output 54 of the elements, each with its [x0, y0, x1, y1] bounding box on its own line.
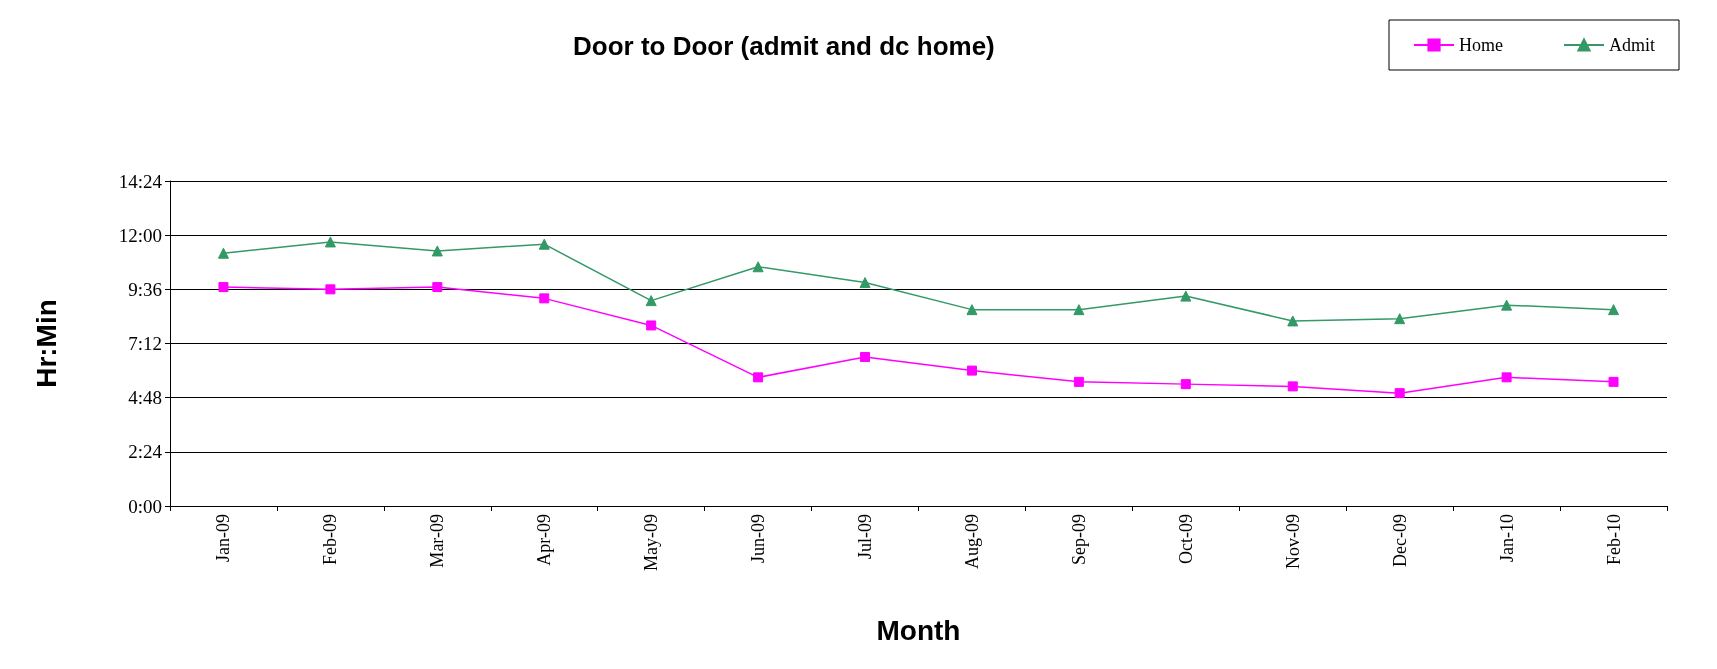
y-tick-label: 2:24: [128, 441, 163, 463]
x-tick-label: Jan-10: [1496, 514, 1517, 562]
x-tick-label: Nov-09: [1282, 514, 1303, 569]
legend-label: Home: [1459, 35, 1504, 55]
point: [1608, 376, 1619, 387]
point: [1180, 290, 1192, 302]
x-tick-label: Mar-09: [427, 514, 448, 568]
point: [966, 304, 978, 316]
x-tick-label: Apr-09: [534, 514, 555, 566]
point: [752, 261, 764, 273]
point: [966, 365, 977, 376]
point: [860, 352, 871, 363]
x-tick-label: Oct-09: [1175, 514, 1196, 564]
y-axis-title: Hr:Min: [30, 299, 62, 388]
point: [1073, 376, 1084, 387]
x-tick-label: Feb-09: [320, 514, 341, 565]
point: [753, 372, 764, 383]
x-tick-label: Jun-09: [748, 514, 769, 563]
point: [431, 245, 443, 257]
x-tick-label: Aug-09: [961, 514, 982, 569]
x-tick-label: Dec-09: [1389, 514, 1410, 567]
y-tick-label: 4:48: [128, 387, 162, 409]
point: [539, 293, 550, 304]
point: [217, 247, 229, 259]
chart-title: Door to Door (admit and dc home): [573, 31, 995, 61]
point: [1287, 381, 1298, 392]
x-tick-label: Feb-10: [1603, 514, 1624, 565]
point: [538, 238, 550, 250]
point: [1501, 299, 1513, 311]
point: [325, 284, 336, 295]
x-tick-label: Jan-09: [213, 514, 234, 562]
point: [1608, 304, 1620, 316]
point: [324, 236, 336, 248]
point: [432, 282, 443, 293]
point: [645, 295, 657, 307]
legend-label: Admit: [1609, 35, 1656, 55]
point: [1287, 315, 1299, 327]
x-tick-label: Sep-09: [1068, 514, 1089, 565]
x-tick-label: May-09: [641, 514, 662, 571]
point: [218, 282, 229, 293]
point: [1073, 304, 1085, 316]
point: [1180, 379, 1191, 390]
y-tick-label: 7:12: [128, 333, 162, 354]
y-tick-label: 0:00: [128, 495, 162, 517]
point: [646, 320, 657, 331]
y-tick-label: 9:36: [128, 278, 162, 300]
point: [1501, 372, 1512, 383]
x-axis-title: Month: [876, 614, 961, 646]
y-tick-label: 14:24: [118, 170, 163, 192]
y-tick-label: 12:00: [118, 224, 162, 246]
point: [1394, 388, 1405, 399]
point: [1394, 313, 1406, 325]
point: [859, 277, 871, 289]
x-tick-label: Jul-09: [855, 514, 876, 559]
